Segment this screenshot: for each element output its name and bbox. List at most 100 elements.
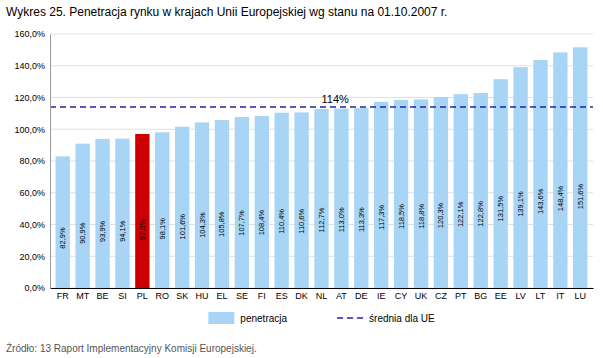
bar — [354, 108, 368, 288]
x-tick: NL — [316, 291, 328, 301]
y-tick: 80,0% — [19, 156, 45, 166]
bar — [414, 99, 428, 288]
data-label: 90,9% — [78, 222, 87, 244]
x-tick-label: SK — [176, 291, 188, 301]
x-tick-label: FI — [258, 291, 266, 301]
legend-swatch — [208, 312, 234, 324]
x-tick: EE — [495, 291, 507, 301]
average-line — [50, 106, 593, 108]
y-tick: 20,0% — [19, 252, 45, 262]
bar — [275, 113, 289, 288]
x-tick-label: LV — [515, 291, 525, 301]
bar — [95, 139, 109, 288]
y-tick-label: 100,0% — [14, 125, 45, 135]
bar — [334, 109, 348, 288]
y-tick: 120,0% — [14, 93, 45, 103]
x-tick-label: RO — [156, 291, 170, 301]
x-tick: CY — [395, 291, 408, 301]
data-label: 122,1% — [456, 201, 465, 227]
y-tick: 60,0% — [19, 188, 45, 198]
marks — [50, 47, 593, 288]
bar — [175, 127, 189, 288]
data-label: 98,1% — [158, 218, 167, 240]
data-label: 117,3% — [377, 204, 386, 229]
bar — [56, 156, 70, 288]
grid-line — [50, 34, 593, 35]
x-tick: SK — [176, 291, 188, 301]
data-label: 151,6% — [576, 183, 585, 209]
x-tick: MT — [76, 291, 89, 301]
x-tick: LU — [575, 291, 587, 301]
x-tick-label: FR — [57, 291, 69, 301]
x-tick: AT — [336, 291, 347, 301]
x-tick: FI — [258, 291, 266, 301]
data-label: 82,9% — [58, 227, 67, 249]
data-label: 97,0% — [138, 219, 147, 241]
legend-label: penetracja — [240, 313, 287, 324]
x-tick-label: IE — [377, 291, 386, 301]
grid — [50, 34, 593, 288]
data-label: 94,1% — [118, 220, 127, 242]
bar — [374, 102, 388, 288]
y-tick: 160,0% — [14, 29, 45, 39]
x-tick-label: EE — [495, 291, 507, 301]
data-label: 118,5% — [397, 204, 406, 229]
x-tick-label: SE — [236, 291, 248, 301]
data-label: 131,5% — [496, 196, 505, 222]
bar — [294, 112, 308, 288]
legend-label: średnia dla UE — [369, 313, 435, 324]
x-tick-label: ES — [276, 291, 288, 301]
data-label: 148,4% — [556, 185, 565, 211]
bar — [215, 120, 229, 288]
x-tick: CZ — [435, 291, 447, 301]
bar — [454, 94, 468, 288]
x-tick: DE — [355, 291, 368, 301]
x-axis-line — [51, 288, 594, 289]
x-tick-label: LT — [536, 291, 546, 301]
x-tick-label: EL — [216, 291, 227, 301]
bar — [75, 144, 89, 288]
bar — [314, 109, 328, 288]
x-tick-label: BG — [474, 291, 487, 301]
bar — [155, 132, 169, 288]
x-tick-label: PT — [455, 291, 467, 301]
x-tick-label: MT — [76, 291, 89, 301]
bar — [255, 116, 269, 288]
x-tick: BG — [474, 291, 487, 301]
x-tick: SI — [118, 291, 127, 301]
x-tick: SE — [236, 291, 248, 301]
x-tick: BE — [97, 291, 109, 301]
x-tick-label: LU — [575, 291, 587, 301]
x-tick: FR — [57, 291, 69, 301]
data-label: 93,9% — [98, 220, 107, 242]
x-tick: PL — [137, 291, 148, 301]
data-label: 101,6% — [178, 214, 187, 240]
x-tick-label: CZ — [435, 291, 447, 301]
x-tick: LT — [536, 291, 546, 301]
x-tick-label: IT — [556, 291, 565, 301]
legend: penetracja średnia dla UE — [208, 312, 435, 324]
x-tick-label: HU — [196, 291, 209, 301]
x-tick: LV — [515, 291, 525, 301]
x-tick: IT — [556, 291, 565, 301]
data-label: 118,8% — [417, 204, 426, 229]
y-tick-label: 140,0% — [14, 61, 45, 71]
y-tick-label: 60,0% — [19, 188, 45, 198]
x-tick-label: UK — [415, 291, 428, 301]
source: Źródło: 13 Raport Implementacyjny Komisj… — [6, 342, 257, 354]
data-label: 107,7% — [237, 210, 246, 236]
bar — [115, 139, 129, 288]
data-label: 113,0% — [337, 207, 346, 232]
x-tick: HU — [196, 291, 209, 301]
data-label: 110,6% — [297, 209, 306, 234]
y-tick: 140,0% — [14, 61, 45, 71]
bar — [235, 117, 249, 288]
x-axis: FRMTBESIPLROSKHUELSEFIESDKNLATDEIECYUKCZ… — [51, 289, 594, 302]
x-tick: PT — [455, 291, 467, 301]
average-label: 114% — [322, 93, 350, 105]
x-tick: IE — [377, 291, 386, 301]
y-tick-label: 80,0% — [19, 156, 45, 166]
data-label: 113,3% — [357, 207, 366, 232]
x-tick-label: DE — [355, 291, 368, 301]
chart: Wykres 25. Penetracja rynku w krajach Un… — [0, 0, 603, 358]
